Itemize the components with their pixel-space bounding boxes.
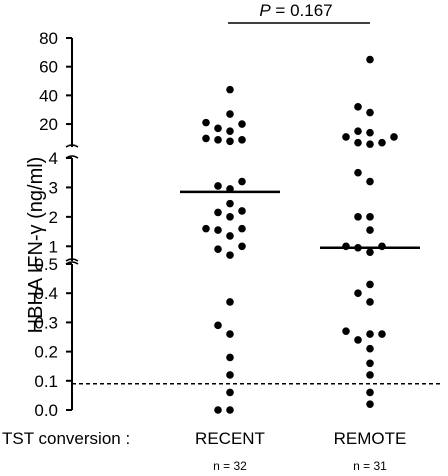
data-point-remote	[366, 108, 374, 117]
y-tick-label: 4	[49, 149, 58, 168]
y-tick-label: 0.3	[34, 313, 58, 332]
axis-break-mark	[65, 258, 79, 262]
data-point-remote	[378, 138, 386, 147]
data-point-remote	[366, 140, 374, 148]
data-point-recent	[214, 321, 222, 330]
data-point-recent	[226, 388, 234, 397]
data-point-remote	[378, 242, 386, 251]
data-point-recent	[202, 118, 210, 127]
n-label-recent: n = 32	[213, 459, 247, 473]
y-tick-label: 2	[49, 208, 58, 227]
data-point-remote	[366, 213, 374, 221]
axis-break-mark	[65, 261, 79, 265]
data-point-remote	[354, 168, 362, 177]
data-point-remote	[366, 177, 374, 186]
y-tick-label: 3	[49, 178, 58, 197]
y-tick-label: 20	[39, 115, 58, 134]
data-point-recent	[226, 371, 234, 379]
data-point-recent	[226, 127, 234, 136]
data-point-remote	[342, 133, 350, 141]
data-point-remote	[354, 289, 362, 298]
data-point-recent	[226, 110, 234, 118]
data-point-remote	[366, 388, 374, 397]
y-tick-label: 80	[39, 29, 58, 48]
data-point-recent	[238, 177, 246, 186]
data-point-recent	[226, 199, 234, 208]
p-value-bracket: P = 0.167	[228, 1, 370, 24]
data-point-recent	[226, 232, 234, 240]
y-axis-label: HBHA IFN-γ (ng/ml)	[25, 157, 47, 334]
axis-break-mark	[65, 155, 79, 159]
data-point-remote	[366, 344, 374, 353]
medians	[180, 190, 420, 250]
data-point-recent	[226, 298, 234, 306]
y-axis: 0.0 0.1 0.2 0.3 0.4 0.51 2 3 4 20 40 60 80	[34, 29, 79, 420]
y-tick-label: 0.4	[34, 284, 58, 303]
data-point-recent	[214, 226, 222, 234]
data-point-remote	[342, 327, 350, 335]
data-point-recent	[226, 406, 234, 414]
data-point-remote	[366, 55, 374, 64]
data-point-recent	[226, 251, 234, 259]
p-value-text: = 0.167	[271, 1, 333, 20]
y-tick-label: 1	[49, 237, 58, 256]
data-point-remote	[366, 298, 374, 306]
p-value-symbol: P	[259, 1, 271, 20]
data-point-remote	[354, 213, 362, 221]
data-point-remote	[342, 242, 350, 251]
data-point-recent	[238, 224, 246, 233]
data-point-remote	[354, 243, 362, 252]
data-point-recent	[202, 134, 210, 143]
data-point-remote	[354, 127, 362, 136]
data-point-remote	[366, 226, 374, 234]
data-point-recent	[226, 353, 234, 362]
data-point-remote	[390, 133, 398, 141]
data-point-recent	[214, 136, 222, 144]
y-tick-label: 0.1	[34, 372, 58, 391]
x-axis-prefix-label: TST conversion :	[2, 429, 130, 448]
p-value-label: P = 0.167	[259, 1, 332, 20]
y-tick-label: 0.5	[34, 255, 58, 274]
data-point-remote	[378, 330, 386, 338]
data-point-remote	[366, 359, 374, 368]
data-point-remote	[366, 400, 374, 408]
data-point-remote	[366, 248, 374, 256]
y-tick-label: 60	[39, 58, 58, 77]
data-point-remote	[366, 330, 374, 338]
y-tick-label: 0.0	[34, 401, 58, 420]
data-point-recent	[214, 182, 222, 190]
y-tick-label: 0.2	[34, 343, 58, 362]
data-point-recent	[214, 208, 222, 217]
data-point-recent	[238, 120, 246, 128]
data-point-recent	[226, 85, 234, 94]
data-point-recent	[226, 185, 234, 193]
data-point-remote	[366, 280, 374, 289]
data-point-remote	[354, 336, 362, 344]
data-point-recent	[238, 136, 246, 144]
axis-break-mark	[65, 144, 79, 148]
data-point-recent	[226, 213, 234, 221]
data-point-recent	[214, 245, 222, 254]
data-point-remote	[366, 371, 374, 379]
data-point-remote	[354, 138, 362, 147]
data-point-recent	[238, 242, 246, 251]
data-point-recent	[226, 137, 234, 146]
data-point-remote	[354, 103, 362, 111]
y-tick-label: 40	[39, 86, 58, 105]
data-point-recent	[214, 406, 222, 414]
data-point-recent	[214, 124, 222, 133]
data-point-recent	[238, 207, 246, 215]
data-point-remote	[366, 128, 374, 137]
data-point-recent	[226, 330, 234, 338]
category-label-recent: RECENT	[195, 429, 265, 448]
category-label-remote: REMOTE	[334, 429, 407, 448]
data-point-recent	[202, 224, 210, 233]
n-label-remote: n = 31	[353, 459, 387, 473]
data-points	[202, 55, 398, 414]
